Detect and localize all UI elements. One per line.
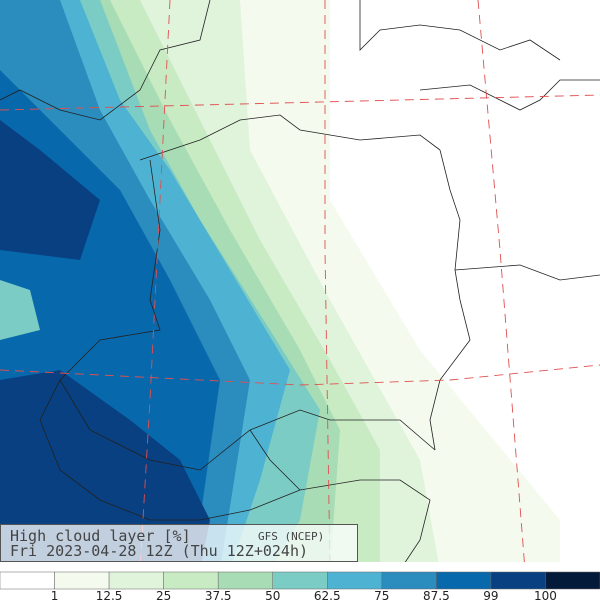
colorbar-swatch	[217, 571, 273, 590]
colorbar-label: 37.5	[205, 589, 232, 600]
field-title: High cloud layer [%]	[10, 527, 191, 545]
colorbar-label: 50	[265, 589, 280, 600]
colorbar-swatch	[381, 571, 437, 590]
valid-time: Fri 2023-04-28 12Z (Thu 12Z+024h)	[10, 542, 308, 560]
colorbar-label: 25	[156, 589, 171, 600]
colorbar-label: 75	[374, 589, 389, 600]
colorbar-swatch	[272, 571, 328, 590]
colorbar-label: 87.5	[423, 589, 450, 600]
colorbar: 1 12.5 25 37.5 50 62.5 75 87.5 99 100	[0, 562, 600, 600]
colorbar-swatch	[108, 571, 164, 590]
colorbar-swatch	[436, 571, 492, 590]
colorbar-swatch	[545, 571, 600, 590]
colorbar-label: 12.5	[96, 589, 123, 600]
colorbar-swatch	[54, 571, 110, 590]
colorbar-swatch	[490, 571, 546, 590]
cloud-field	[0, 0, 560, 570]
colorbar-swatch	[327, 571, 383, 590]
info-box: High cloud layer [%] GFS (NCEP) Fri 2023…	[0, 524, 358, 562]
model-name: GFS (NCEP)	[258, 530, 324, 543]
borders	[0, 0, 600, 571]
colorbar-label: 1	[51, 589, 59, 600]
colorbar-swatch	[0, 571, 55, 590]
colorbar-label: 100	[534, 589, 557, 600]
colorbar-label: 62.5	[314, 589, 341, 600]
info-panel	[0, 524, 358, 562]
colorbar-label: 99	[483, 589, 498, 600]
colorbar-swatch	[163, 571, 219, 590]
graticule	[0, 0, 600, 571]
